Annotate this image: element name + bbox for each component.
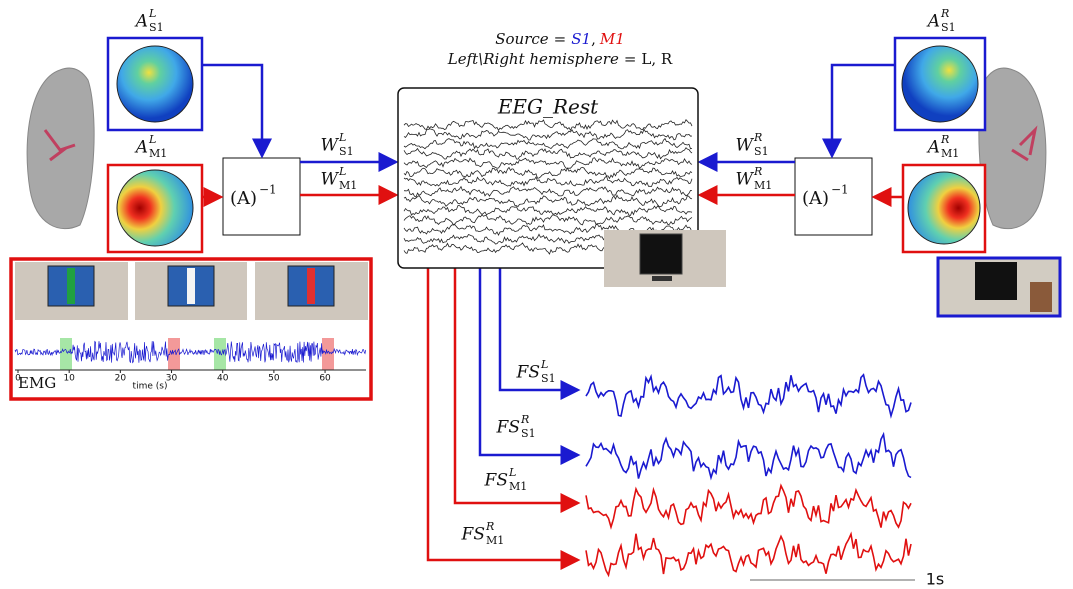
topo-map (908, 172, 980, 244)
output-traces (586, 375, 911, 575)
inverse-sup: −1 (259, 183, 277, 197)
highlight (214, 338, 226, 370)
label-base: A (926, 138, 940, 158)
label-sup: R (520, 413, 529, 426)
rest-photo (604, 230, 726, 287)
diagram: Source=S1,M1 Left\Right hemisphere=L, R … (0, 0, 1073, 589)
label-sup: R (940, 133, 949, 146)
topo-map (117, 46, 193, 122)
right-photo (938, 258, 1060, 316)
label-base: FS (461, 525, 485, 545)
hemisphere-value: L, R (641, 50, 672, 68)
label-sub: S1 (149, 21, 164, 34)
label-sub: S1 (941, 21, 956, 34)
monitor (975, 262, 1017, 300)
trace (586, 434, 911, 478)
label-sub: S1 (754, 145, 769, 158)
arrow (202, 65, 262, 156)
trace (586, 486, 911, 528)
label-sub: M1 (339, 179, 357, 192)
scale-label: 1s (926, 570, 945, 589)
inverse-base: (A) (230, 188, 257, 209)
x-tick-label: 60 (319, 374, 331, 384)
source-line: Source =S1,M1 (495, 30, 625, 48)
arrow (455, 268, 578, 503)
stand (652, 276, 672, 281)
label-base: W (736, 136, 755, 156)
x-tick-label: 30 (166, 374, 178, 384)
label-sup: L (338, 131, 346, 144)
label-sub: M1 (509, 480, 527, 493)
label-sub: M1 (149, 147, 167, 160)
highlight (322, 338, 334, 370)
hemisphere-label: Left\Right hemisphere (447, 50, 619, 68)
label-sub: S1 (541, 372, 556, 385)
topo-map (902, 46, 978, 122)
arrow (832, 65, 895, 156)
label-base: W (736, 170, 755, 190)
label-sup: R (485, 520, 494, 533)
x-tick-label: 50 (268, 374, 280, 384)
label-sub: S1 (339, 145, 354, 158)
arrow (428, 268, 578, 560)
label-sub: M1 (754, 179, 772, 192)
cue (187, 268, 195, 304)
label-base: W (321, 136, 340, 156)
label-sub: S1 (521, 427, 536, 440)
label-sup: R (940, 7, 949, 20)
right-brain (979, 68, 1046, 229)
eeg-title: EEG_Rest (497, 95, 599, 119)
label-base: FS (484, 471, 508, 491)
source-m1: M1 (599, 30, 625, 48)
monitor (640, 234, 682, 274)
source-s1: S1 (571, 30, 591, 48)
task-photos (15, 262, 368, 320)
inverse-sup: −1 (831, 183, 849, 197)
topo-map (117, 170, 193, 246)
label-sup: L (148, 133, 156, 146)
x-tick-label: 10 (63, 374, 75, 384)
hemisphere-line: Left\Right hemisphere =L, R (447, 50, 673, 68)
label-sub: M1 (941, 147, 959, 160)
cue (67, 268, 75, 304)
label-sup: L (148, 7, 156, 20)
highlight (60, 338, 72, 370)
trace (586, 534, 911, 575)
label-sup: R (753, 165, 762, 178)
label-base: FS (516, 363, 540, 383)
emg-label: EMG (18, 374, 56, 392)
label-sup: L (508, 466, 516, 479)
equals: = (554, 30, 567, 48)
equals: = (624, 50, 637, 68)
x-tick-label: 40 (217, 374, 229, 384)
label-base: FS (496, 418, 520, 438)
label-sub: M1 (486, 534, 504, 547)
emg-xlabel: time (s) (133, 382, 168, 392)
trace (586, 375, 911, 416)
comma: , (591, 30, 596, 48)
inverse-base: (A) (802, 188, 829, 209)
label-base: A (926, 12, 940, 32)
label-base: W (321, 170, 340, 190)
label-base: A (134, 12, 148, 32)
label-sup: L (540, 358, 548, 371)
label-sup: R (753, 131, 762, 144)
source-label: Source (495, 30, 549, 48)
label-base: A (134, 138, 148, 158)
person (1030, 282, 1052, 312)
label-sup: L (338, 165, 346, 178)
cue (307, 268, 315, 304)
x-tick-label: 20 (115, 374, 127, 384)
